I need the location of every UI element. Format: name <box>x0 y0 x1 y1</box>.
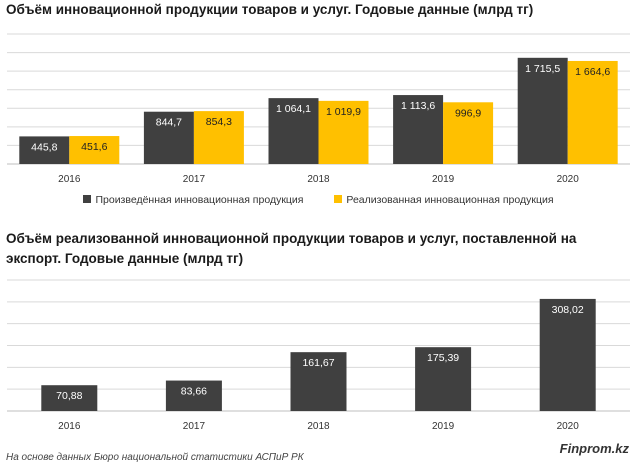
data-label-chart1-series1-2016: 451,6 <box>81 141 107 153</box>
data-label-chart1-series0-2016: 445,8 <box>31 141 57 153</box>
source-note: На основе данных Бюро национальной стати… <box>6 452 304 463</box>
data-label-chart2-series0-2018: 161,67 <box>302 357 334 369</box>
bar-chart1-series0-2017 <box>143 111 194 164</box>
bar-chart1-series1-2017 <box>193 111 244 164</box>
bar-chart1-series0-2020 <box>517 57 568 164</box>
bar-chart2-series0-2020 <box>539 298 596 411</box>
x-tick-label-chart1-2019: 2019 <box>432 174 455 185</box>
bar-chart1-series1-2019 <box>443 102 494 164</box>
data-label-chart2-series0-2016: 70,88 <box>56 390 82 402</box>
x-tick-label-chart2-2018: 2018 <box>307 421 330 432</box>
chart1-title: Объём инновационной продукции товаров и … <box>6 2 534 17</box>
bar-chart1-series1-2018 <box>318 100 369 164</box>
bar-chart2-series0-2018 <box>290 352 347 411</box>
legend-label-sold: Реализованная инновационная продукция <box>346 194 554 206</box>
x-tick-label-chart2-2020: 2020 <box>557 421 580 432</box>
legend-item-produced: Произведённая инновационная продукция <box>83 194 303 206</box>
bar-chart1-series0-2018 <box>268 98 319 164</box>
bar-chart2-series0-2017 <box>165 380 222 411</box>
x-tick-label-chart1-2016: 2016 <box>58 174 81 185</box>
data-label-chart1-series0-2020: 1 715,5 <box>525 63 560 75</box>
legend-swatch-produced <box>83 195 92 204</box>
brand-logo-text[interactable]: Finprom.kz <box>559 441 629 456</box>
bar-chart1-series1-2020 <box>567 60 618 164</box>
x-tick-label-chart1-2017: 2017 <box>183 174 206 185</box>
data-label-chart2-series0-2019: 175,39 <box>427 352 459 364</box>
chart1-legend: Произведённая инновационная продукция Ре… <box>0 194 637 206</box>
data-label-chart2-series0-2017: 83,66 <box>181 386 207 398</box>
x-tick-label-chart2-2017: 2017 <box>183 421 206 432</box>
legend-swatch-sold <box>334 195 343 204</box>
x-tick-label-chart1-2018: 2018 <box>307 174 330 185</box>
x-tick-label-chart2-2019: 2019 <box>432 421 455 432</box>
legend-label-produced: Произведённая инновационная продукция <box>95 194 304 206</box>
bar-chart2-series0-2019 <box>415 347 472 411</box>
bar-chart1-series1-2016 <box>69 136 120 164</box>
data-label-chart1-series1-2020: 1 664,6 <box>575 66 610 78</box>
x-tick-label-chart1-2020: 2020 <box>557 174 580 185</box>
data-label-chart1-series1-2019: 996,9 <box>455 107 481 119</box>
bar-chart2-series0-2016 <box>41 385 98 411</box>
chart2-title: Объём реализованной инновационной продук… <box>6 231 577 266</box>
data-label-chart1-series0-2019: 1 113,6 <box>401 100 435 112</box>
legend-item-sold: Реализованная инновационная продукция <box>334 194 554 206</box>
x-tick-label-chart2-2016: 2016 <box>58 421 81 432</box>
data-label-chart2-series0-2020: 308,02 <box>552 304 584 316</box>
data-label-chart1-series1-2018: 1 019,9 <box>326 106 361 118</box>
data-label-chart1-series0-2018: 1 064,1 <box>276 103 311 115</box>
bar-chart1-series0-2016 <box>19 136 70 164</box>
data-label-chart1-series1-2017: 854,3 <box>206 116 232 128</box>
bar-chart1-series0-2019 <box>393 95 444 164</box>
data-label-chart1-series0-2017: 844,7 <box>156 117 182 129</box>
